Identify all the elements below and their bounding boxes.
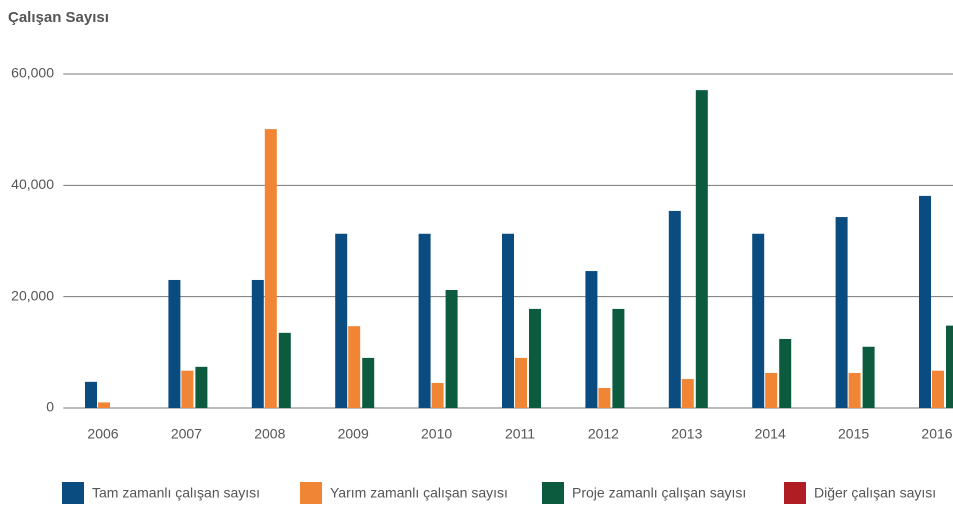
y-tick-label: 20,000: [11, 287, 54, 303]
bar: [695, 90, 708, 408]
bar: [418, 233, 431, 408]
bar: [681, 379, 694, 408]
legend-label: Diğer çalışan sayısı: [814, 485, 936, 501]
bar: [529, 308, 541, 408]
bar: [835, 217, 848, 408]
x-tick-label: 2016: [921, 426, 952, 442]
x-tick-label: 2006: [87, 426, 118, 442]
bar: [668, 210, 681, 408]
bar: [195, 366, 208, 408]
bar: [848, 372, 861, 408]
legend-label: Proje zamanlı çalışan sayısı: [572, 485, 746, 501]
bar: [431, 382, 444, 408]
x-tick-label: 2010: [421, 426, 452, 442]
bar: [278, 332, 291, 408]
bar: [335, 233, 348, 408]
bar: [168, 279, 181, 408]
bar: [585, 271, 598, 408]
bar: [779, 338, 792, 408]
legend-label: Yarım zamanlı çalışan sayısı: [330, 485, 508, 501]
legend-swatch: [542, 482, 564, 504]
bar: [264, 129, 277, 409]
chart-title: Çalışan Sayısı: [8, 9, 109, 26]
x-tick-label: 2013: [671, 426, 702, 442]
x-tick-label: 2011: [505, 426, 535, 442]
bar: [932, 370, 944, 408]
bar: [919, 195, 931, 408]
bar: [445, 289, 458, 408]
bar: [946, 325, 953, 408]
bar: [85, 381, 97, 408]
bar: [251, 279, 264, 408]
bar: [862, 346, 875, 408]
legend-swatch: [62, 482, 84, 504]
bar: [181, 370, 194, 408]
bar: [348, 326, 361, 408]
legend-swatch: [300, 482, 322, 504]
bar: [765, 372, 778, 408]
x-tick-label: 2015: [838, 426, 869, 442]
x-tick-label: 2009: [338, 426, 369, 442]
y-tick-label: 0: [46, 399, 54, 415]
x-tick-label: 2014: [755, 426, 786, 442]
bar: [598, 387, 611, 408]
bar: [362, 357, 375, 408]
bar: [752, 233, 765, 408]
bar: [502, 233, 514, 408]
legend-swatch: [784, 482, 806, 504]
x-tick-label: 2008: [254, 426, 285, 442]
bar: [515, 357, 527, 408]
legend-label: Tam zamanlı çalışan sayısı: [92, 485, 260, 501]
x-tick-label: 2012: [588, 426, 619, 442]
bar: [98, 402, 110, 408]
x-tick-label: 2007: [171, 426, 202, 442]
y-tick-label: 60,000: [11, 65, 54, 81]
bar: [612, 308, 625, 408]
y-tick-label: 40,000: [11, 176, 54, 192]
